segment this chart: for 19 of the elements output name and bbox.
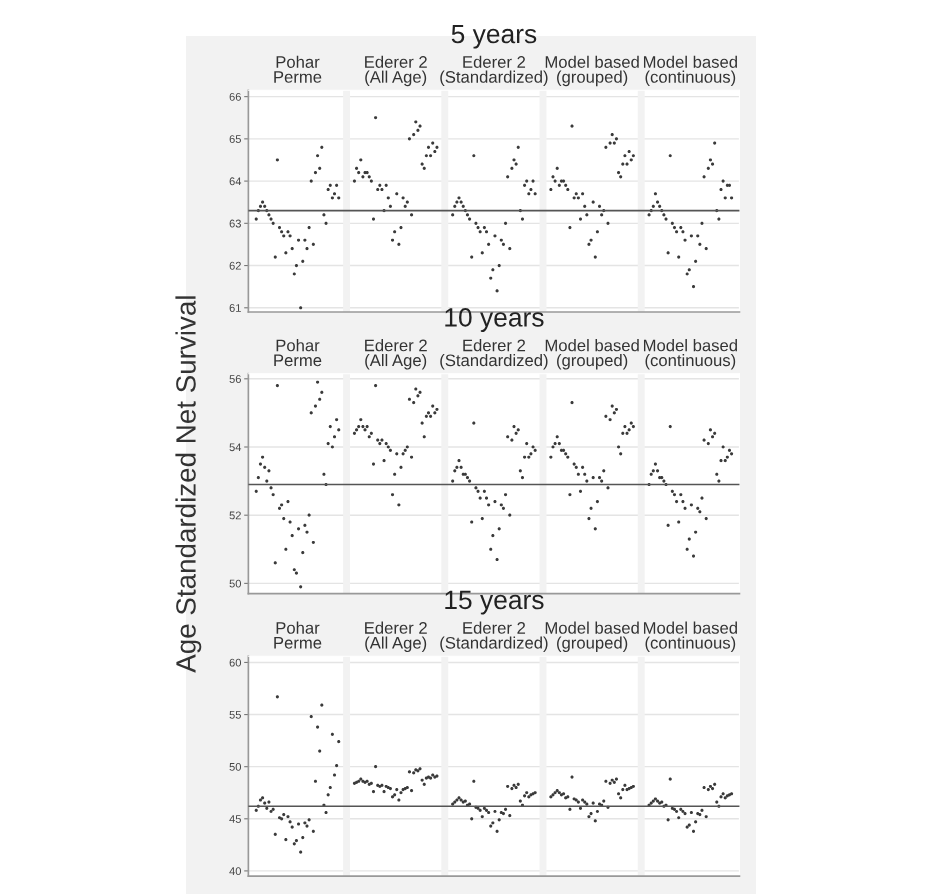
x-tick-label: Model based (grouped) xyxy=(545,621,639,653)
x-tick-label: Model based (grouped) xyxy=(545,339,639,370)
x-tick-label: Model based (continuous) xyxy=(643,55,737,87)
chart-title: 15 years xyxy=(445,590,544,615)
x-tick-label: Ederer 2 (Standardized) xyxy=(440,55,548,87)
x-tick-label: Model based (continuous) xyxy=(643,339,737,370)
x-tick-label: Pohar Perme xyxy=(274,55,322,83)
x-tick-label: Ederer 2 (All Age) xyxy=(365,621,427,653)
chart-title: 5 years xyxy=(451,24,537,49)
x-tick-label: Pohar Perme xyxy=(274,339,322,367)
x-tick-label: Ederer 2 (Standardized) xyxy=(440,621,548,653)
x-tick-label: Pohar Perme xyxy=(274,621,322,649)
x-tick-label: Ederer 2 (Standardized) xyxy=(440,339,548,370)
x-tick-label: Ederer 2 (All Age) xyxy=(365,339,427,370)
x-tick-label: Model based (grouped) xyxy=(545,55,639,87)
y-axis-title: Age Standardized Net Survival xyxy=(175,296,202,673)
chart-title: 10 years xyxy=(445,308,544,332)
x-tick-label: Model based (continuous) xyxy=(643,621,737,653)
x-tick-label: Ederer 2 (All Age) xyxy=(365,55,427,87)
